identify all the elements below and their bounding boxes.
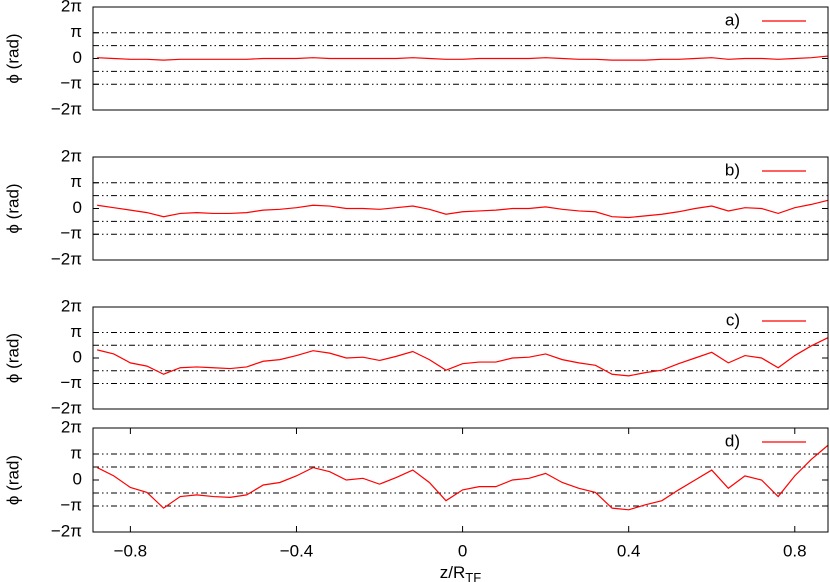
y-tick-label: −2π <box>51 521 82 540</box>
y-axis-label: ϕ (rad) <box>3 183 22 233</box>
y-tick-label: 0 <box>73 347 82 366</box>
x-axis-label: z/RTF <box>440 563 481 582</box>
y-tick-label: 0 <box>73 469 82 488</box>
y-tick-label: π <box>70 22 82 41</box>
legend-label: b) <box>725 160 740 179</box>
x-tick-label: 0.4 <box>617 541 641 560</box>
x-axis-label-main: z/R <box>440 563 466 582</box>
y-tick-label: π <box>70 322 82 341</box>
plot-frame <box>92 427 829 533</box>
y-tick-label: −π <box>60 224 82 243</box>
y-tick-label: 2π <box>61 0 82 15</box>
y-tick-label: 2π <box>61 146 82 165</box>
y-tick-label: −π <box>60 373 82 392</box>
legend-label: d) <box>725 431 740 450</box>
x-tick-label: −0.8 <box>114 541 148 560</box>
plot-frame <box>92 306 829 410</box>
y-tick-label: −π <box>60 495 82 514</box>
y-tick-label: −2π <box>51 99 82 118</box>
x-axis-label-sub: TF <box>465 570 481 582</box>
legend-label: c) <box>726 310 740 329</box>
y-tick-label: π <box>70 172 82 191</box>
y-axis-label: ϕ (rad) <box>3 455 22 505</box>
y-tick-label: −2π <box>51 249 82 268</box>
y-tick-label: 2π <box>61 417 82 436</box>
y-tick-label: 0 <box>73 48 82 67</box>
x-tick-label: 0 <box>458 541 467 560</box>
y-tick-label: 0 <box>73 198 82 217</box>
data-line <box>97 199 829 219</box>
plot-frame <box>92 156 829 261</box>
plot-frame <box>92 6 829 111</box>
data-line <box>97 337 829 377</box>
y-axis-label: ϕ (rad) <box>3 33 22 83</box>
y-tick-label: π <box>70 443 82 462</box>
data-line <box>96 444 829 511</box>
legend-label: a) <box>725 10 740 29</box>
x-tick-label: −0.4 <box>280 541 314 560</box>
y-tick-label: −2π <box>51 398 82 417</box>
data-line <box>97 55 829 61</box>
y-tick-label: 2π <box>61 296 82 315</box>
y-axis-label: ϕ (rad) <box>3 333 22 383</box>
y-tick-label: −π <box>60 74 82 93</box>
x-tick-label: 0.8 <box>783 541 807 560</box>
